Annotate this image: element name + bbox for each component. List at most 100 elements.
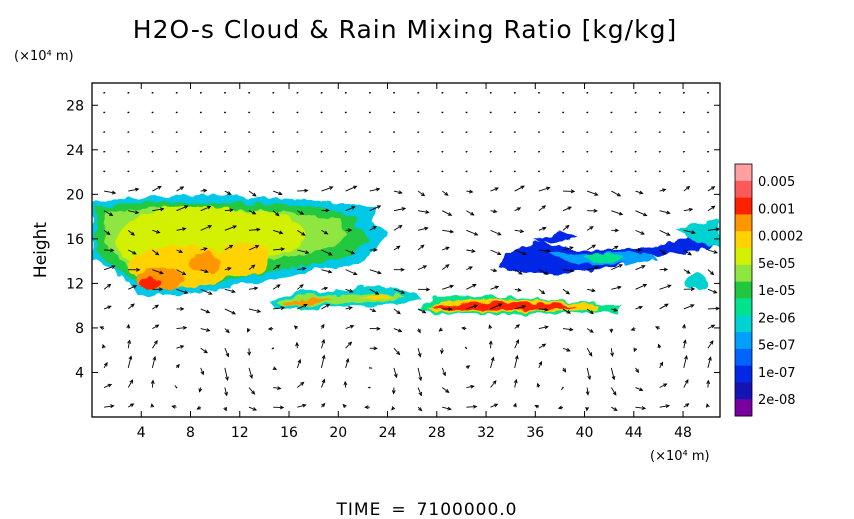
wind-arrow-dot [272, 111, 274, 114]
wind-arrow-head [666, 232, 671, 236]
wind-arrow [297, 249, 309, 254]
wind-arrow-head [566, 347, 571, 352]
wind-arrow [659, 362, 664, 369]
wind-arrow [200, 367, 204, 375]
wind-arrow-head [321, 338, 326, 344]
wind-arrow [345, 206, 355, 212]
wind-arrow-head [227, 191, 232, 195]
cloud-contour [140, 277, 163, 289]
colorbar-swatch [735, 214, 752, 232]
wind-arrow-head [520, 185, 525, 190]
y-tick-label: 24 [66, 143, 84, 159]
wind-arrow-head [107, 283, 112, 288]
wind-arrow-dot [272, 150, 274, 153]
wind-arrow-head [585, 391, 590, 396]
wind-arrow-head [297, 358, 302, 364]
x-tick-label: 24 [379, 425, 397, 441]
wind-arrow [224, 225, 237, 231]
wind-arrow [707, 288, 717, 294]
wind-arrow [297, 190, 308, 192]
wind-arrow-head [400, 267, 405, 272]
wind-arrow-head [642, 283, 648, 288]
wind-arrow-head [513, 402, 517, 408]
wind-arrow [490, 249, 501, 255]
wind-arrow [538, 308, 548, 311]
wind-arrow-dot [610, 131, 613, 133]
wind-arrow [707, 324, 715, 329]
wind-arrow [321, 339, 325, 349]
wind-arrow-head [130, 303, 135, 308]
wind-arrow-head [655, 326, 660, 330]
colorbar-swatch [735, 332, 752, 350]
wind-arrow-head [231, 289, 236, 294]
wind-arrow-dot [151, 92, 154, 94]
wind-arrow-head [565, 290, 571, 295]
wind-arrow [538, 343, 546, 349]
wind-arrow [369, 188, 380, 192]
wind-arrow-head [682, 339, 687, 344]
wind-arrow-dot [224, 150, 226, 153]
wind-arrow-head [397, 328, 403, 333]
wind-arrow [345, 249, 355, 255]
wind-arrow-head [418, 391, 422, 397]
wind-arrow-dot [562, 92, 564, 94]
wind-arrow-head [206, 205, 212, 210]
wind-arrow-head [343, 380, 348, 386]
wind-arrow-dot [513, 111, 516, 114]
wind-arrow [659, 229, 671, 236]
wind-arrow-head [400, 290, 406, 294]
wind-arrow [490, 286, 499, 290]
wind-arrow [152, 208, 164, 212]
wind-arrow [417, 265, 427, 271]
wind-arrow [248, 287, 258, 290]
wind-arrow-head [710, 186, 716, 190]
wind-arrow-head [110, 248, 115, 253]
wind-arrow-dot [465, 131, 468, 133]
wind-arrow-head [349, 324, 355, 329]
wind-arrow [393, 288, 405, 294]
wind-arrow [466, 266, 473, 271]
colorbar-swatch [735, 281, 752, 299]
wind-arrow-head [686, 270, 691, 274]
wind-arrow-dot [320, 92, 323, 94]
wind-arrow-head [614, 228, 620, 233]
wind-arrow-head [691, 230, 696, 235]
wind-arrow-dot [538, 131, 540, 133]
wind-arrow [466, 210, 474, 216]
wind-arrow-head [417, 328, 421, 334]
wind-arrow-dot [562, 131, 564, 133]
wind-arrow-head [445, 389, 450, 393]
chart-title: H2O-s Cloud & Rain Mixing Ratio [kg/kg] [133, 15, 677, 44]
wind-arrow-head [353, 185, 358, 190]
wind-arrow-dot [296, 170, 299, 173]
wind-arrow-head [347, 228, 353, 233]
wind-arrow-head [713, 289, 718, 294]
wind-arrow [490, 303, 502, 310]
wind-arrow-dot [658, 131, 661, 133]
wind-arrow-dot [175, 386, 178, 389]
wind-arrow [441, 190, 449, 196]
wind-arrow-head [396, 351, 401, 356]
wind-arrow-head [327, 269, 333, 274]
wind-arrow-head [425, 210, 430, 214]
wind-arrow-dot [658, 92, 661, 94]
wind-arrow [297, 284, 304, 290]
wind-arrow [514, 229, 524, 233]
wind-arrow-head [184, 290, 189, 294]
wind-arrow-head [461, 326, 466, 331]
wind-arrow-head [278, 230, 284, 235]
wind-arrow-head [513, 378, 518, 384]
wind-arrow [104, 405, 114, 408]
wind-arrow-head [111, 190, 117, 195]
wind-arrow-dot [224, 131, 226, 133]
wind-arrow-dot [320, 150, 323, 153]
wind-arrow [128, 249, 137, 255]
wind-arrow-head [111, 265, 116, 269]
wind-arrow [586, 244, 596, 251]
wind-arrow-head [227, 267, 232, 271]
wind-arrow-dot [368, 386, 371, 389]
cloud-contour [282, 297, 333, 306]
cloud-field [92, 196, 720, 315]
x-tick-label: 4 [137, 425, 146, 441]
y-tick-label: 8 [75, 321, 84, 337]
